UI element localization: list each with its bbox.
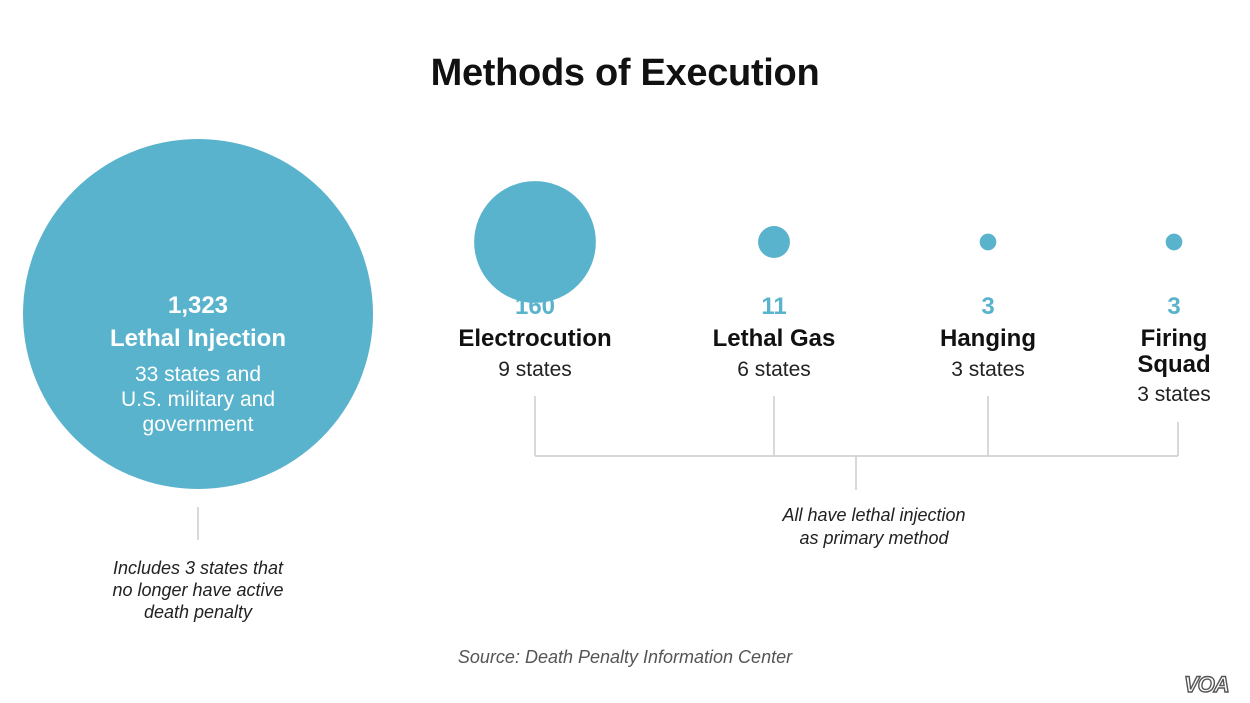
detail-lethal-gas: 6 states [737, 358, 811, 381]
category-label-firing-squad-line-1: Firing [1140, 325, 1208, 352]
detail-firing-squad: 3 states [1137, 383, 1211, 406]
source-note: Source: Death Penalty Information Center [457, 647, 793, 667]
voa-logo: VOA [1183, 671, 1230, 697]
value-label-lethal-injection: 1,323 [167, 292, 229, 319]
annotation-lethal-injection-line-3: death penalty [143, 602, 253, 622]
annotation-others-line-2: as primary method [799, 528, 949, 548]
detail-electrocution: 9 states [498, 358, 572, 381]
detail-lethal-injection-line-2: U.S. military and [120, 388, 276, 411]
annotation-others-line-1: All have lethal injection [782, 505, 966, 525]
value-label-electrocution: 160 [514, 293, 556, 320]
category-label-firing-squad-line-2: Squad [1137, 351, 1211, 378]
value-label-firing-squad: 3 [1167, 293, 1181, 320]
bubble-hanging [979, 233, 997, 251]
detail-lethal-injection-line-1: 33 states and [134, 363, 262, 386]
bubble-electrocution [474, 181, 596, 303]
category-label-electrocution: Electrocution [458, 325, 612, 352]
category-label-lethal-gas: Lethal Gas [712, 325, 836, 352]
chart-title: Methods of Execution [430, 52, 820, 94]
annotation-lethal-injection-line-2: no longer have active [112, 580, 284, 600]
detail-lethal-injection-line-3: government [142, 413, 254, 436]
bubble-firing-squad [1165, 233, 1183, 251]
value-label-lethal-gas: 11 [761, 293, 787, 320]
category-label-hanging: Hanging [940, 325, 1036, 352]
detail-hanging: 3 states [951, 358, 1025, 381]
category-label-lethal-injection: Lethal Injection [109, 325, 286, 352]
bubble-lethal-injection [23, 139, 373, 489]
value-label-hanging: 3 [981, 293, 995, 320]
bubble-lethal-gas [758, 226, 790, 258]
annotation-lethal-injection-line-1: Includes 3 states that [112, 558, 284, 578]
